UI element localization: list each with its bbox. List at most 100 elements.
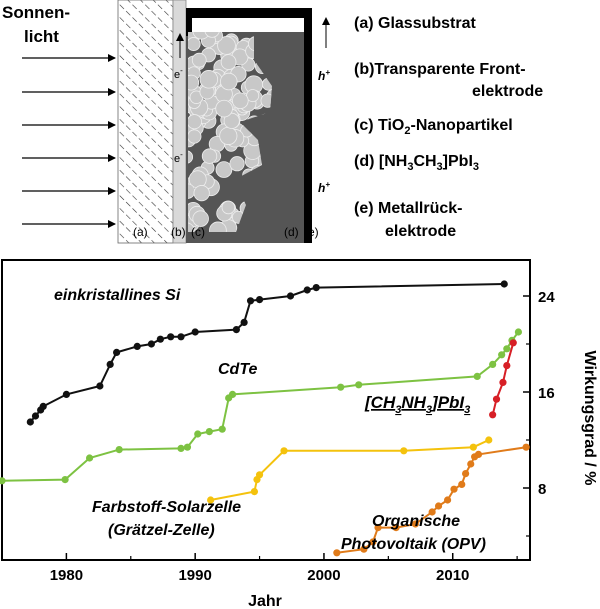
series-label-si: einkristallines Si	[54, 287, 181, 304]
data-point	[489, 360, 497, 368]
diagram-legend: (a) Glassubstrat (b)Transparente Front- …	[354, 15, 543, 240]
legend-c: (c) TiO2-Nanopartikel	[354, 117, 513, 137]
layer-tag-c: (c)	[191, 225, 205, 239]
nanoparticle	[188, 74, 200, 91]
x-tick-label: 2010	[436, 567, 469, 584]
nanoparticle	[215, 161, 233, 178]
nanoparticle	[188, 150, 194, 164]
data-point	[218, 425, 226, 433]
data-point	[434, 502, 443, 510]
legend-e-line1: (e) Metallrück-	[354, 200, 462, 217]
data-point	[286, 292, 295, 300]
nanoparticle	[188, 37, 201, 51]
series-si	[26, 280, 508, 426]
series-opv	[333, 443, 530, 557]
nanoparticle	[192, 32, 211, 40]
data-point	[106, 360, 114, 368]
series-dssc	[207, 436, 493, 504]
data-point	[369, 538, 377, 546]
nanoparticle	[220, 72, 238, 91]
data-point	[474, 450, 483, 458]
sunlight-label-line2: licht	[24, 27, 59, 46]
series-label-perovskite: [CH3NH3]PbI3	[364, 393, 470, 416]
data-point	[374, 524, 382, 532]
layer-tag-e: (e)	[304, 225, 319, 239]
top-contact	[186, 8, 311, 18]
nanoparticle	[209, 221, 227, 232]
data-point	[355, 381, 363, 389]
data-point	[499, 378, 507, 386]
nanoparticle	[217, 36, 236, 55]
cell-diagram: Sonnen- licht e- e- h+ h+ (a) (b) (c) (d…	[2, 0, 543, 244]
electron-label-lower: e-	[174, 150, 183, 165]
data-point	[191, 328, 199, 336]
data-point	[498, 351, 506, 359]
legend-e-line2: elektrode	[385, 223, 456, 240]
data-point	[360, 545, 368, 553]
nanoparticle	[221, 200, 236, 215]
data-point	[462, 470, 470, 478]
glass-substrate	[117, 0, 174, 244]
x-tick-label: 2000	[307, 567, 340, 584]
data-point	[392, 524, 400, 532]
data-point	[62, 390, 70, 398]
x-axis-ticks: 1980 1990 2000 2010	[1, 553, 518, 584]
sunlight-arrows	[22, 54, 116, 228]
nanoparticle	[193, 185, 210, 202]
data-point	[522, 443, 530, 451]
plot-frame	[1, 259, 531, 561]
data-point	[113, 348, 121, 356]
data-point	[240, 318, 248, 326]
series-label-dssc-line1: Farbstoff-Solarzelle	[92, 499, 241, 516]
layer-tag-d: (d)	[284, 225, 299, 239]
series-label-opv-line1: Organische	[372, 513, 460, 530]
data-point	[443, 496, 452, 504]
data-point	[96, 382, 104, 390]
legend-b-line1: (b)Transparente Front-	[354, 61, 526, 78]
data-point	[156, 335, 164, 343]
data-point	[280, 447, 288, 455]
nanoparticle	[199, 70, 219, 89]
nanoparticle	[220, 54, 237, 70]
y-tick-label: 24	[538, 289, 555, 306]
data-point	[514, 328, 523, 336]
data-point	[337, 383, 345, 391]
data-point	[255, 296, 264, 304]
nanoparticle	[232, 92, 249, 110]
data-point	[39, 402, 47, 410]
y-axis-title: Wirkungsgrad / %	[581, 351, 598, 486]
series-line	[336, 446, 527, 554]
data-point	[194, 430, 202, 438]
series-label-dssc-line2: (Grätzel-Zelle)	[108, 522, 215, 539]
nanoparticle	[229, 156, 245, 172]
series-perovskite	[489, 339, 517, 419]
data-point	[228, 390, 237, 398]
x-axis-title: Jahr	[248, 593, 282, 609]
hole-label-lower: h+	[318, 180, 330, 195]
data-point	[503, 362, 511, 370]
data-point	[489, 411, 497, 419]
hole-label-upper: h+	[318, 68, 330, 83]
data-point	[85, 454, 94, 462]
layer-tag-b: (b)	[171, 225, 186, 239]
nanoparticle	[223, 112, 240, 129]
nanoparticle	[215, 99, 233, 118]
series-label-opv-line2: Photovoltaik (OPV)	[341, 536, 486, 553]
data-point	[0, 477, 6, 485]
data-point	[411, 520, 419, 528]
data-point	[467, 460, 475, 468]
data-point	[31, 412, 40, 420]
data-point	[207, 496, 215, 504]
data-point	[400, 447, 408, 455]
data-point	[492, 395, 501, 403]
y-tick-label: 16	[538, 385, 555, 402]
data-point	[177, 333, 185, 341]
nanoparticle	[188, 129, 202, 144]
metal-back-electrode	[304, 8, 312, 243]
data-point	[167, 333, 175, 341]
series-layer	[0, 280, 530, 557]
series-line	[29, 283, 505, 423]
efficiency-chart: 1980 1990 2000 2010 8 16 24 Jahr Wirkungsgrad…	[0, 259, 598, 609]
y-tick-label: 8	[538, 481, 546, 498]
